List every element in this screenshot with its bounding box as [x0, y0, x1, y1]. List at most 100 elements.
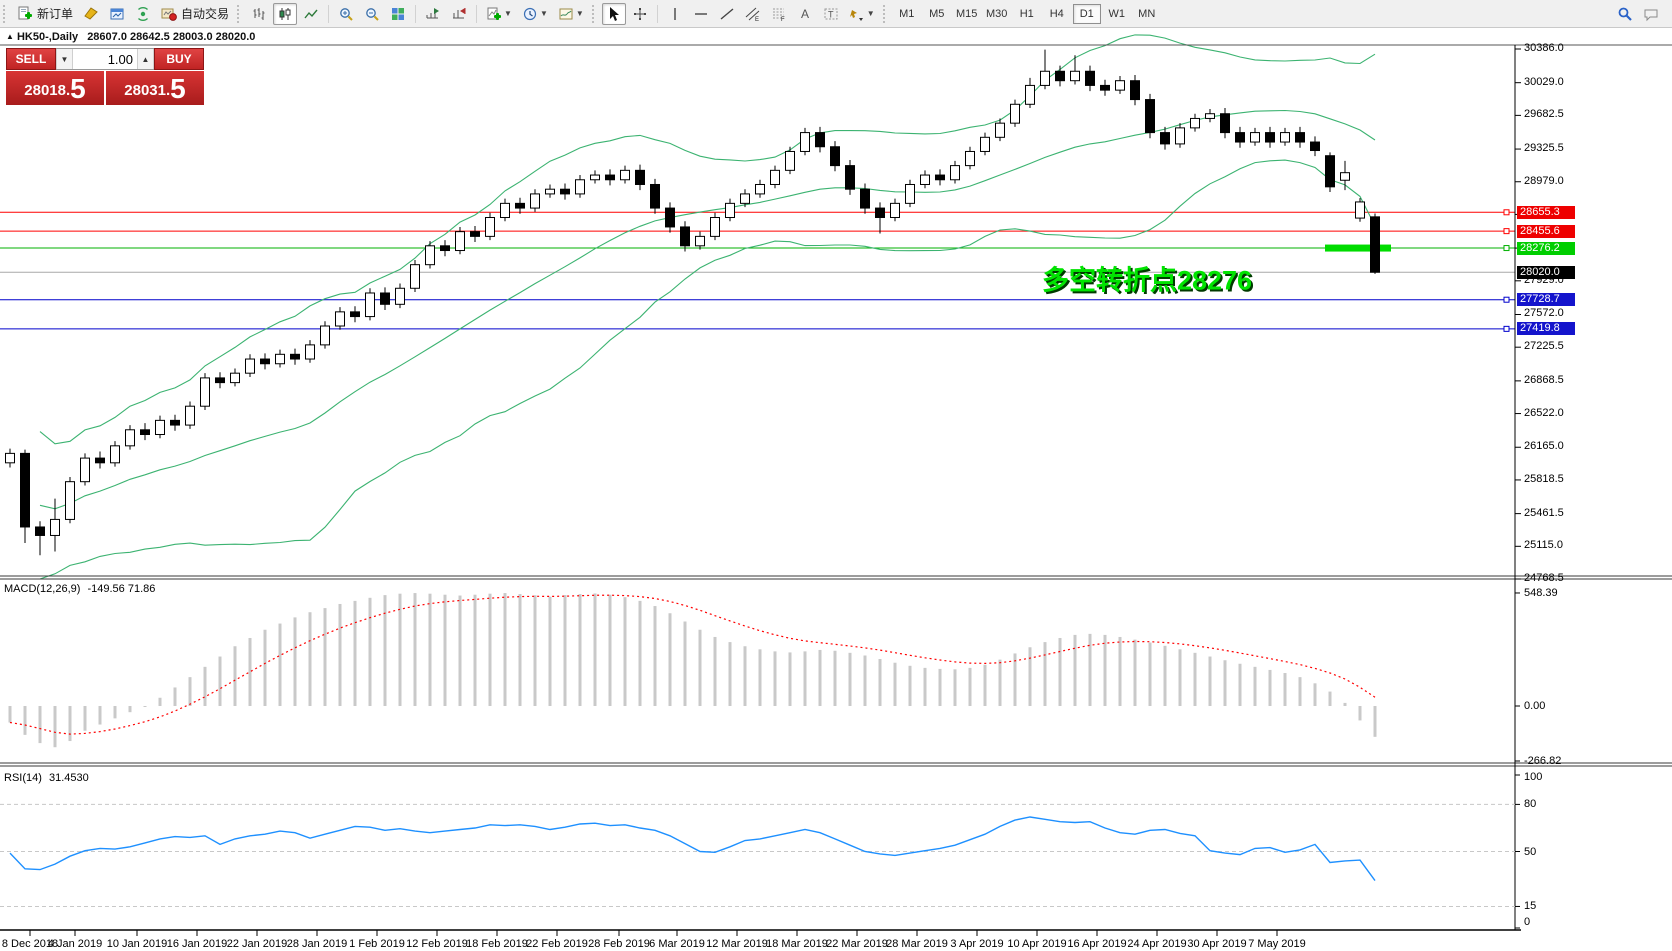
candle-body[interactable] [230, 372, 240, 384]
candle-body[interactable] [245, 358, 255, 374]
candle-body[interactable] [425, 245, 435, 266]
timeframe-button-m30[interactable]: M30 [986, 7, 1008, 20]
periods-button[interactable]: ▼ [518, 3, 552, 25]
candle-body[interactable] [845, 165, 855, 190]
new-order-button[interactable]: 新订单 [13, 3, 77, 25]
candle-body[interactable] [80, 457, 90, 483]
candle-body[interactable] [905, 183, 915, 204]
styler-button[interactable] [79, 3, 103, 25]
candle-body[interactable] [485, 217, 495, 237]
vertical-line-button[interactable] [663, 3, 687, 25]
candle-body[interactable] [515, 202, 525, 209]
candle-body[interactable] [560, 188, 570, 195]
candle-body[interactable] [1310, 141, 1320, 152]
candle-body[interactable] [830, 146, 840, 167]
sell-price-panel[interactable]: 28018. 5 [6, 71, 104, 105]
toolbar-grip[interactable] [591, 4, 598, 23]
candle-body[interactable] [875, 207, 885, 219]
tile-windows-button[interactable] [386, 3, 410, 25]
candle-body[interactable] [5, 452, 15, 464]
candle-body[interactable] [110, 445, 120, 464]
candle-body[interactable] [1160, 132, 1170, 145]
chat-button[interactable] [1639, 3, 1663, 25]
candle-body[interactable] [380, 292, 390, 305]
timeframe-button-m15[interactable]: M15 [956, 7, 978, 20]
candle-body[interactable] [1130, 80, 1140, 101]
candle-body[interactable] [1280, 132, 1290, 143]
volume-input[interactable] [73, 49, 137, 69]
sell-button[interactable]: SELL [6, 48, 56, 70]
candle-body[interactable] [170, 419, 180, 426]
zoom-out-button[interactable] [360, 3, 384, 25]
candle-body[interactable] [65, 481, 75, 520]
candle-body[interactable] [305, 344, 315, 360]
candle-body[interactable] [320, 325, 330, 346]
candle-body[interactable] [1025, 84, 1035, 105]
buy-button[interactable]: BUY [154, 48, 204, 70]
candle-body[interactable] [1235, 132, 1245, 143]
timeframe-button-m5[interactable]: M5 [929, 7, 945, 20]
candle-body[interactable] [665, 207, 675, 228]
trendline-button[interactable] [715, 3, 739, 25]
indicators-button[interactable]: ▼ [482, 3, 516, 25]
candle-body[interactable] [950, 165, 960, 181]
candle-body[interactable] [740, 193, 750, 204]
candle-body[interactable] [1145, 99, 1155, 134]
search-button[interactable] [1613, 3, 1637, 25]
pivot-annotation[interactable]: 多空转折点28276 [1041, 265, 1253, 296]
candle-body[interactable] [500, 202, 510, 219]
line-chart-button[interactable] [299, 3, 323, 25]
candle-body[interactable] [1355, 201, 1365, 219]
equidistant-channel-button[interactable]: E [741, 3, 765, 25]
candle-body[interactable] [20, 452, 30, 528]
candle-body[interactable] [1265, 132, 1275, 143]
text-label-button[interactable]: T [819, 3, 843, 25]
candle-body[interactable] [50, 518, 60, 536]
crosshair-button[interactable] [628, 3, 652, 25]
candle-body[interactable] [1115, 80, 1125, 91]
zoom-in-button[interactable] [334, 3, 358, 25]
candle-body[interactable] [635, 169, 645, 185]
candle-body[interactable] [980, 136, 990, 152]
candle-body[interactable] [215, 377, 225, 384]
candle-body[interactable] [275, 353, 285, 365]
arrows-button[interactable]: ▼ [845, 3, 879, 25]
candle-body[interactable] [1205, 113, 1215, 119]
timeframe-button-h4[interactable]: H4 [1049, 7, 1064, 20]
pivot-highlight-bar[interactable] [1325, 244, 1391, 252]
toolbar-grip[interactable] [3, 4, 9, 23]
candle-body[interactable] [620, 169, 630, 181]
cursor-button[interactable] [601, 2, 626, 25]
candle-body[interactable] [155, 419, 165, 436]
candle-body[interactable] [995, 122, 1005, 138]
candle-body[interactable] [1190, 117, 1200, 129]
candle-body[interactable] [140, 429, 150, 436]
new-chart-button[interactable] [105, 3, 129, 25]
candle-body[interactable] [770, 169, 780, 185]
candle-body[interactable] [395, 287, 405, 305]
candle-body[interactable] [35, 526, 45, 536]
candle-body[interactable] [860, 188, 870, 209]
candle-body[interactable] [290, 353, 300, 360]
auto-scroll-button[interactable] [421, 3, 445, 25]
candle-body[interactable] [1055, 70, 1065, 82]
candle-body[interactable] [1010, 103, 1020, 124]
candle-body[interactable] [800, 132, 810, 152]
buy-price-panel[interactable]: 28031. 5 [106, 71, 204, 105]
candle-body[interactable] [185, 405, 195, 426]
templates-button[interactable]: ▼ [554, 3, 588, 25]
candle-body[interactable] [1370, 216, 1380, 273]
candle-body[interactable] [1340, 172, 1350, 181]
timeframe-button-mn[interactable]: MN [1138, 7, 1156, 20]
bar-chart-button[interactable] [247, 3, 271, 25]
candle-body[interactable] [545, 188, 555, 195]
timeframe-button-w1[interactable]: W1 [1108, 7, 1125, 20]
candlestick-chart-button[interactable] [273, 2, 298, 25]
candle-body[interactable] [710, 217, 720, 237]
toolbar-grip[interactable] [882, 4, 889, 23]
candle-body[interactable] [260, 358, 270, 365]
chart-canvas[interactable] [0, 28, 1672, 951]
timeframe-button-d1[interactable]: D1 [1072, 3, 1101, 24]
candle-body[interactable] [530, 193, 540, 209]
candle-body[interactable] [365, 292, 375, 318]
